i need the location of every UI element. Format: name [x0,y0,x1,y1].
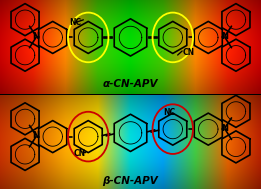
Text: N: N [33,131,39,140]
Text: NC: NC [164,108,176,117]
Text: N: N [222,32,228,41]
Text: CN: CN [74,149,86,158]
Text: CN: CN [183,48,195,57]
Text: N: N [222,124,228,133]
Text: N: N [33,32,39,41]
Text: NC: NC [69,18,81,27]
Text: α-CN-APV: α-CN-APV [103,79,158,89]
Text: β-CN-APV: β-CN-APV [103,176,158,186]
